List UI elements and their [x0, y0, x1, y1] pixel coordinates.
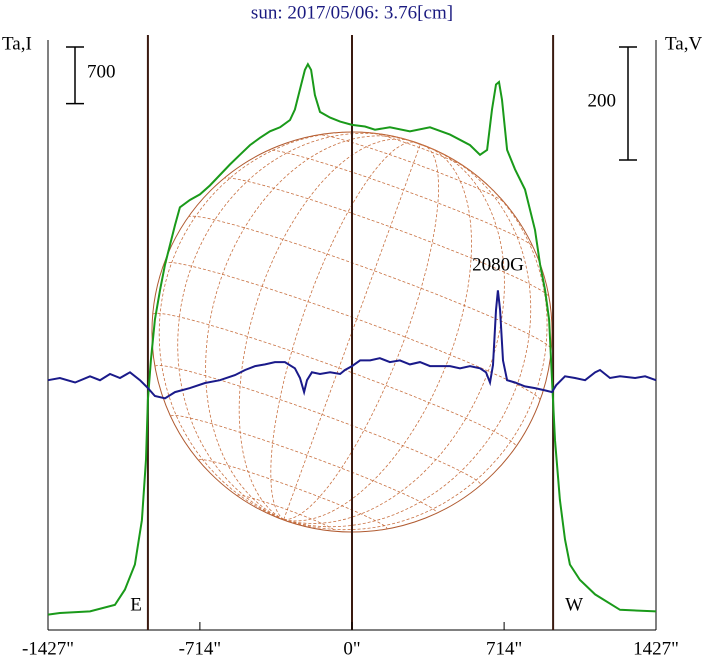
disk-grid: [283, 144, 532, 528]
chart-title: sun: 2017/05/06: 3.76[cm]: [251, 2, 453, 23]
scale-bar-label: 700: [87, 61, 116, 82]
annotation: 2080G: [472, 254, 524, 275]
disk-grid: [170, 414, 438, 513]
right-axis-label: Ta,V: [665, 33, 702, 54]
disk-grid: [283, 144, 505, 525]
series-line: [47, 290, 657, 400]
limb-label: E: [130, 594, 142, 615]
series-line: [47, 62, 657, 616]
disk-grid: [283, 144, 440, 520]
disk-grid: [223, 177, 550, 298]
disk-grid: [283, 143, 421, 520]
disk-grid: [152, 312, 517, 447]
disk-grid: [198, 459, 388, 529]
x-tick-label: 714": [486, 638, 522, 659]
disk-grid: [283, 144, 472, 522]
x-tick-label: -714": [179, 638, 222, 659]
scale-bar-label: 200: [588, 90, 617, 111]
x-tick-label: -1427": [22, 638, 74, 659]
disk-grid: [283, 144, 548, 531]
left-axis-label: Ta,I: [2, 33, 32, 54]
disk-grid: [158, 131, 421, 520]
disk-grid: [270, 141, 421, 520]
disk-grid: [177, 132, 421, 520]
disk-grid: [238, 138, 421, 520]
limb-label: W: [565, 594, 583, 615]
disk-grid: [205, 135, 421, 520]
disk-grid: [187, 215, 552, 350]
x-tick-label: 1427": [633, 638, 679, 659]
x-tick-label: 0": [343, 638, 360, 659]
